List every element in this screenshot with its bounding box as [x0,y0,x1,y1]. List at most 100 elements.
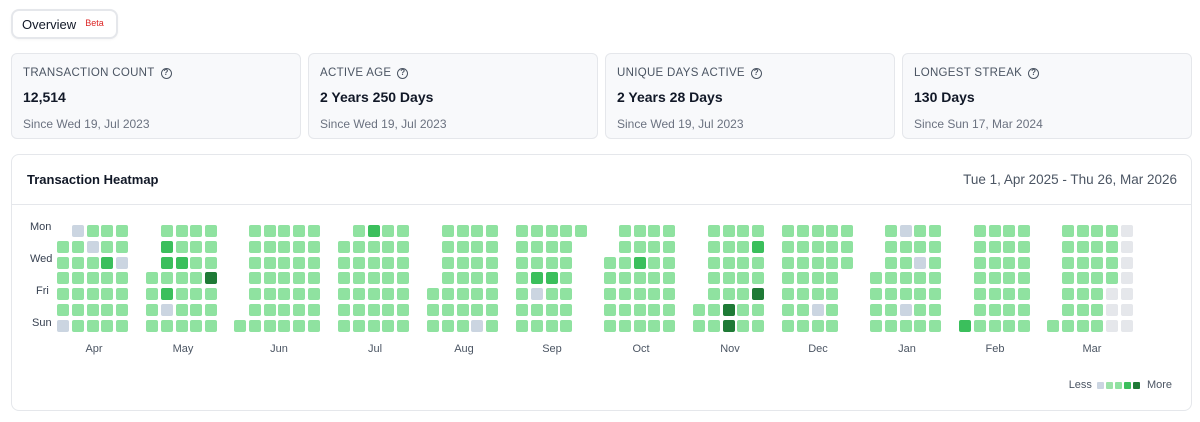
heatmap-cell[interactable] [826,225,839,237]
heatmap-cell[interactable] [441,256,454,269]
heatmap-cell[interactable] [530,304,543,316]
heatmap-cell[interactable] [456,240,469,253]
heatmap-cell[interactable] [884,288,897,301]
heatmap-cell[interactable] [397,304,410,316]
heatmap-cell[interactable] [560,225,573,237]
heatmap-cell[interactable] [175,240,188,253]
heatmap-cell[interactable] [914,240,927,253]
heatmap-cell[interactable] [1121,319,1133,332]
heatmap-cell[interactable] [604,319,616,332]
heatmap-cell[interactable] [471,319,484,332]
heatmap-cell[interactable] [693,319,705,332]
heatmap-cell[interactable] [530,288,543,301]
heatmap-cell[interactable] [914,304,927,316]
heatmap-cell[interactable] [248,272,261,285]
heatmap-cell[interactable] [722,319,735,332]
heatmap-cell[interactable] [338,256,350,269]
heatmap-cell[interactable] [663,240,676,253]
heatmap-cell[interactable] [456,272,469,285]
heatmap-cell[interactable] [722,256,735,269]
heatmap-cell[interactable] [663,288,676,301]
heatmap-cell[interactable] [263,288,276,301]
heatmap-cell[interactable] [826,288,839,301]
heatmap-cell[interactable] [707,240,720,253]
heatmap-cell[interactable] [308,256,320,269]
heatmap-cell[interactable] [456,256,469,269]
heatmap-cell[interactable] [1003,288,1016,301]
heatmap-cell[interactable] [560,304,573,316]
heatmap-cell[interactable] [545,225,558,237]
heatmap-cell[interactable] [870,304,882,316]
heatmap-cell[interactable] [382,256,395,269]
heatmap-cell[interactable] [826,304,839,316]
heatmap-cell[interactable] [914,319,927,332]
heatmap-cell[interactable] [101,256,114,269]
heatmap-cell[interactable] [71,319,84,332]
heatmap-cell[interactable] [427,288,439,301]
heatmap-cell[interactable] [175,272,188,285]
heatmap-cell[interactable] [471,288,484,301]
heatmap-cell[interactable] [782,288,794,301]
heatmap-cell[interactable] [752,288,765,301]
heatmap-cell[interactable] [973,256,986,269]
heatmap-cell[interactable] [516,256,528,269]
heatmap-cell[interactable] [1121,272,1133,285]
heatmap-cell[interactable] [367,225,380,237]
heatmap-cell[interactable] [397,288,410,301]
heatmap-cell[interactable] [826,319,839,332]
heatmap-cell[interactable] [1106,225,1119,237]
heatmap-cell[interactable] [1003,225,1016,237]
heatmap-cell[interactable] [826,272,839,285]
heatmap-cell[interactable] [86,288,99,301]
heatmap-cell[interactable] [841,256,854,269]
heatmap-cell[interactable] [146,272,158,285]
heatmap-cell[interactable] [116,288,129,301]
heatmap-cell[interactable] [190,319,203,332]
heatmap-cell[interactable] [146,288,158,301]
heatmap-cell[interactable] [560,256,573,269]
heatmap-cell[interactable] [205,304,218,316]
heatmap-cell[interactable] [160,319,173,332]
heatmap-cell[interactable] [914,225,927,237]
heatmap-cell[interactable] [338,319,350,332]
heatmap-cell[interactable] [884,319,897,332]
heatmap-cell[interactable] [86,319,99,332]
heatmap-cell[interactable] [160,288,173,301]
heatmap-cell[interactable] [293,288,306,301]
heatmap-cell[interactable] [116,272,129,285]
heatmap-cell[interactable] [929,272,942,285]
heatmap-cell[interactable] [456,319,469,332]
heatmap-cell[interactable] [86,225,99,237]
heatmap-cell[interactable] [397,240,410,253]
heatmap-cell[interactable] [441,240,454,253]
heatmap-cell[interactable] [1018,225,1031,237]
heatmap-cell[interactable] [338,288,350,301]
heatmap-cell[interactable] [205,319,218,332]
heatmap-cell[interactable] [663,225,676,237]
heatmap-cell[interactable] [160,272,173,285]
heatmap-cell[interactable] [899,256,912,269]
heatmap-cell[interactable] [205,288,218,301]
heatmap-cell[interactable] [899,319,912,332]
heatmap-cell[interactable] [796,319,809,332]
heatmap-cell[interactable] [352,225,365,237]
heatmap-cell[interactable] [545,288,558,301]
heatmap-cell[interactable] [618,240,631,253]
heatmap-cell[interactable] [707,256,720,269]
heatmap-cell[interactable] [367,272,380,285]
heatmap-cell[interactable] [352,319,365,332]
heatmap-cell[interactable] [516,240,528,253]
heatmap-cell[interactable] [486,272,499,285]
heatmap-cell[interactable] [248,304,261,316]
heatmap-cell[interactable] [929,288,942,301]
heatmap-cell[interactable] [530,225,543,237]
heatmap-cell[interactable] [486,319,499,332]
heatmap-cell[interactable] [278,272,291,285]
heatmap-cell[interactable] [633,304,646,316]
heatmap-cell[interactable] [278,319,291,332]
heatmap-cell[interactable] [1061,272,1074,285]
heatmap-cell[interactable] [278,304,291,316]
heatmap-cell[interactable] [1061,256,1074,269]
heatmap-cell[interactable] [707,288,720,301]
heatmap-cell[interactable] [116,319,129,332]
